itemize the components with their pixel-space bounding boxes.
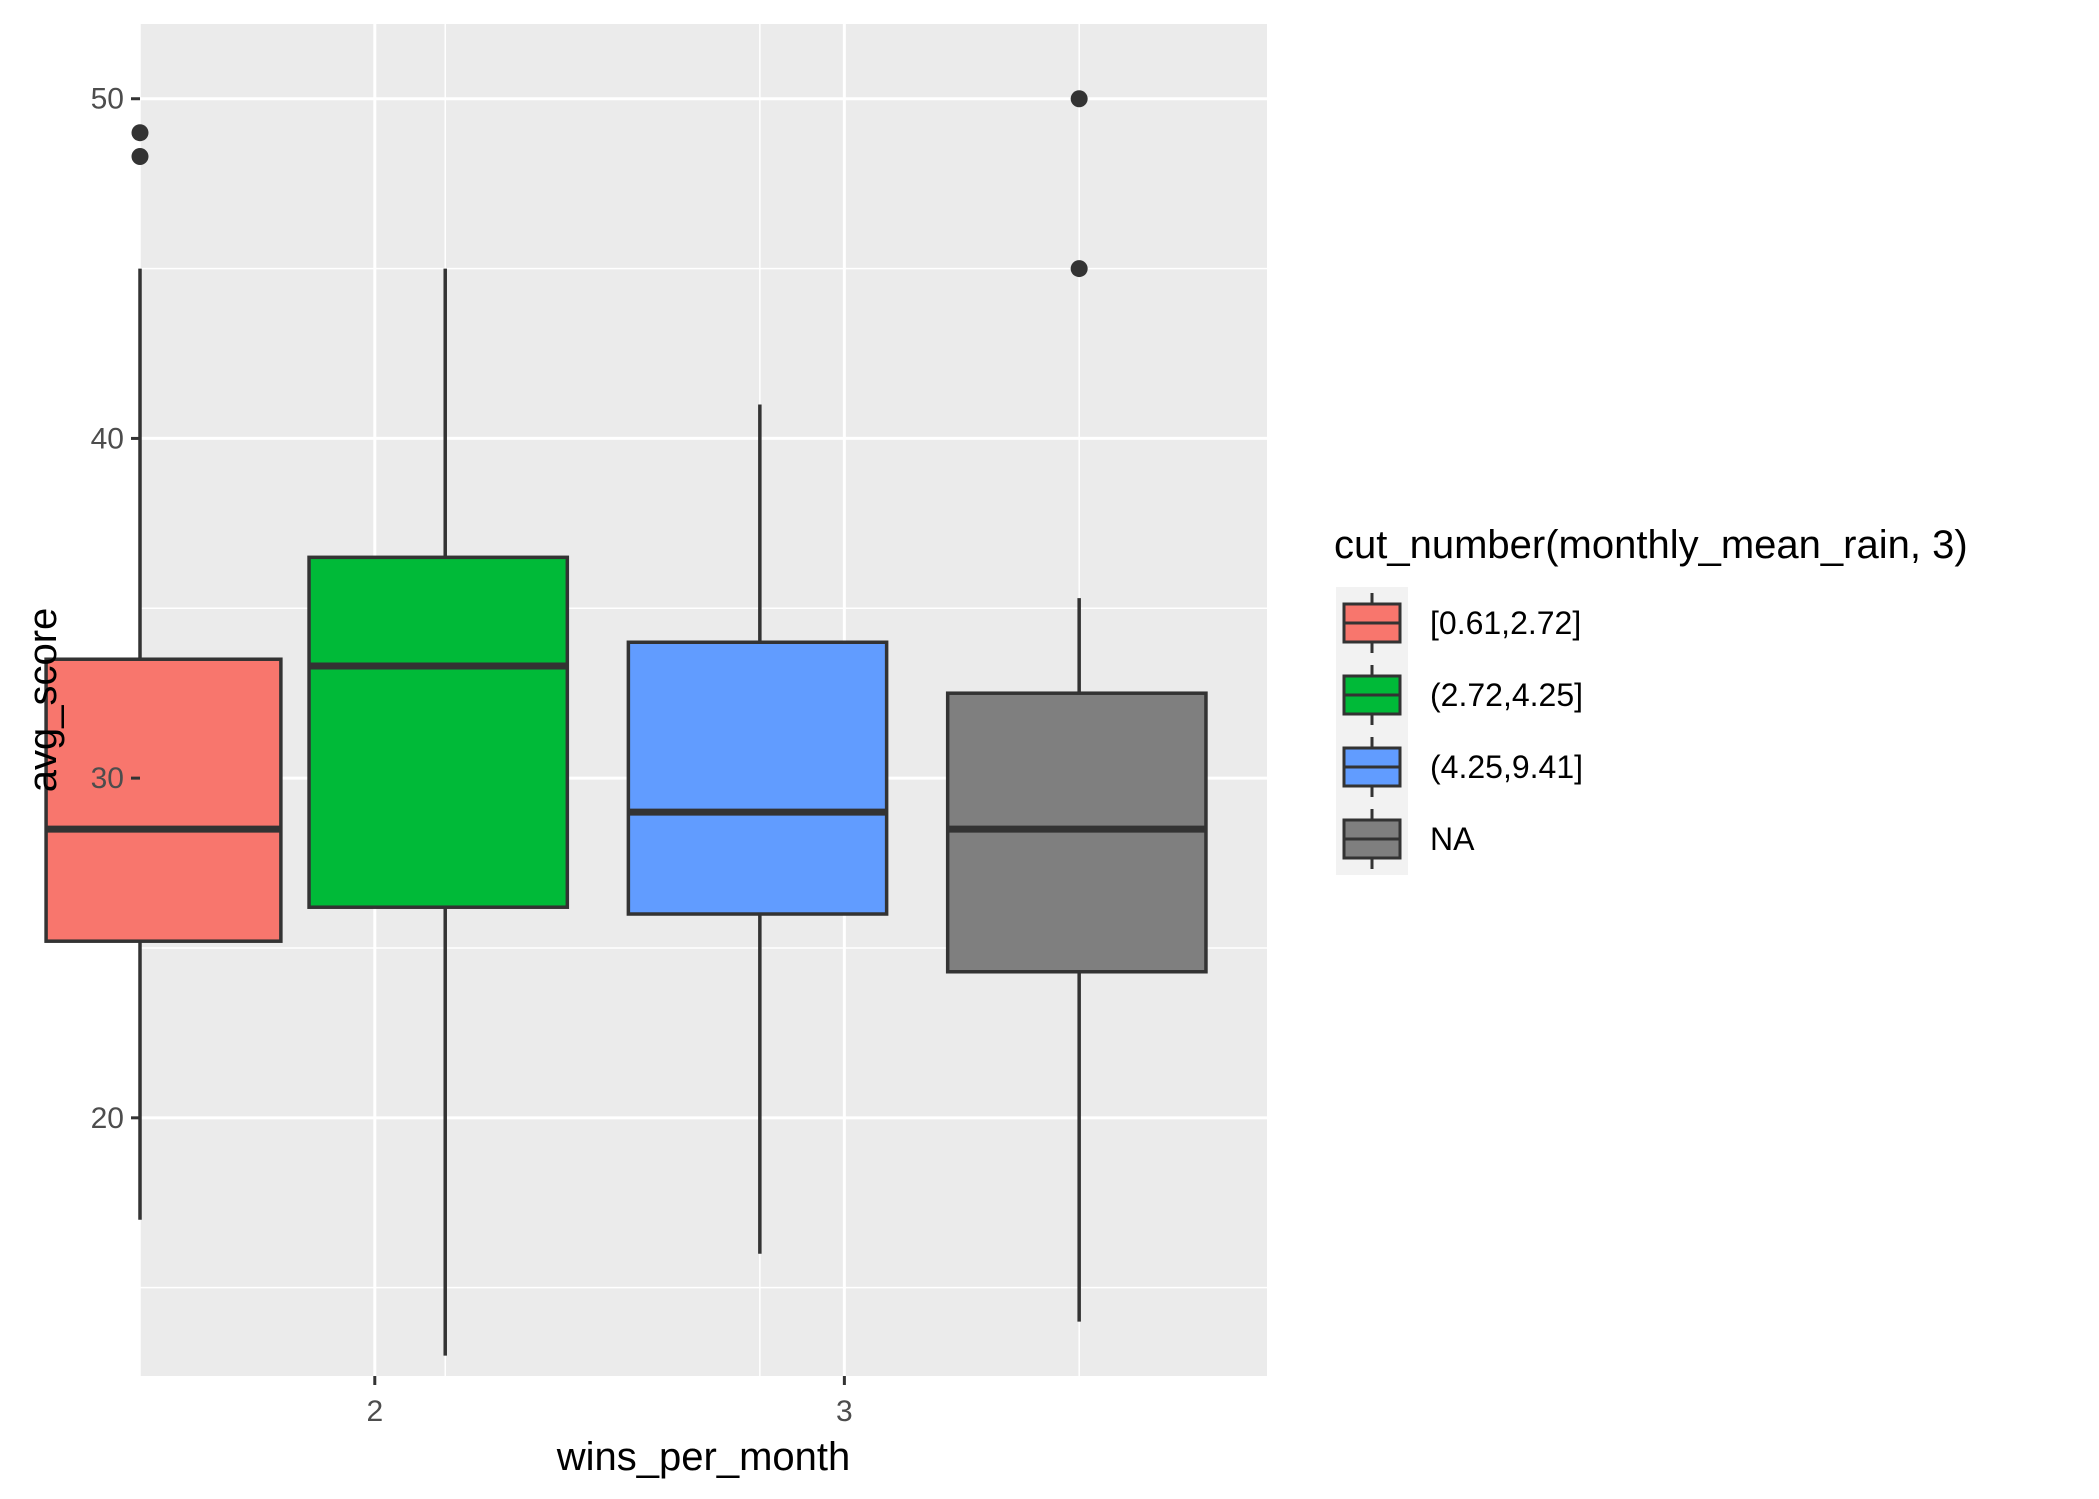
y-tick-label: 40 <box>91 422 124 455</box>
outlier-point <box>131 147 149 165</box>
x-tick-label: 2 <box>366 1395 383 1428</box>
boxes <box>44 90 1208 1356</box>
y-tick-label: 30 <box>91 762 124 795</box>
box-3 <box>945 90 1208 1322</box>
outlier-point <box>1070 90 1088 108</box>
y-axis-title: avg_score <box>21 608 65 793</box>
box-0 <box>44 124 283 1220</box>
outlier-point <box>131 124 149 142</box>
legend-label: (4.25,9.41] <box>1430 749 1583 785</box>
y-tick-label: 50 <box>91 83 124 116</box>
y-axis: 20 30 40 50 <box>91 83 140 1135</box>
y-tick-label: 20 <box>91 1102 124 1135</box>
x-tick-label: 3 <box>836 1395 853 1428</box>
legend-item-3: NA <box>1342 809 1475 869</box>
box-body <box>626 640 889 916</box>
box-body <box>307 555 570 909</box>
x-axis-title: wins_per_month <box>556 1435 851 1479</box>
legend-label: NA <box>1430 821 1475 857</box>
legend: cut_number(monthly_mean_rain, 3) [0.61,2… <box>1334 523 1968 875</box>
legend-item-1: (2.72,4.25] <box>1342 665 1583 725</box>
box-body <box>44 657 283 943</box>
legend-item-0: [0.61,2.72] <box>1342 593 1581 653</box>
legend-label: [0.61,2.72] <box>1430 605 1581 641</box>
box-1 <box>307 268 570 1356</box>
legend-label: (2.72,4.25] <box>1430 677 1583 713</box>
legend-item-2: (4.25,9.41] <box>1342 737 1583 797</box>
outlier-point <box>1070 260 1088 278</box>
box-2 <box>626 404 889 1254</box>
legend-title: cut_number(monthly_mean_rain, 3) <box>1334 523 1968 567</box>
